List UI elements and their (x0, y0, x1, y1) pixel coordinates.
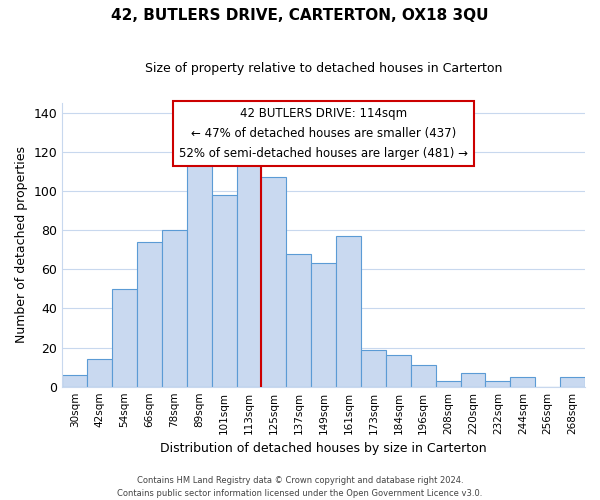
Bar (62, 375, 87, 386)
Bar (411, 365, 436, 386)
Text: 42, BUTLERS DRIVE, CARTERTON, OX18 3QU: 42, BUTLERS DRIVE, CARTERTON, OX18 3QU (111, 8, 489, 22)
Bar (87, 360, 112, 386)
Text: Contains HM Land Registry data © Crown copyright and database right 2024.
Contai: Contains HM Land Registry data © Crown c… (118, 476, 482, 498)
Text: 42 BUTLERS DRIVE: 114sqm
← 47% of detached houses are smaller (437)
52% of semi-: 42 BUTLERS DRIVE: 114sqm ← 47% of detach… (179, 108, 468, 160)
Bar (336, 236, 361, 386)
Bar (436, 381, 461, 386)
Bar (361, 350, 386, 387)
Bar (212, 195, 236, 386)
Bar (311, 264, 336, 386)
Bar (236, 160, 262, 386)
Bar (461, 373, 485, 386)
Bar (162, 230, 187, 386)
Bar (386, 356, 411, 386)
Bar (262, 178, 286, 386)
Bar (137, 242, 162, 386)
Y-axis label: Number of detached properties: Number of detached properties (15, 146, 28, 344)
Bar (112, 289, 137, 386)
Bar (560, 377, 585, 386)
Bar (286, 254, 311, 386)
Title: Size of property relative to detached houses in Carterton: Size of property relative to detached ho… (145, 62, 502, 76)
X-axis label: Distribution of detached houses by size in Carterton: Distribution of detached houses by size … (160, 442, 487, 455)
Bar (511, 377, 535, 386)
Bar (485, 381, 511, 386)
Bar (187, 156, 212, 386)
